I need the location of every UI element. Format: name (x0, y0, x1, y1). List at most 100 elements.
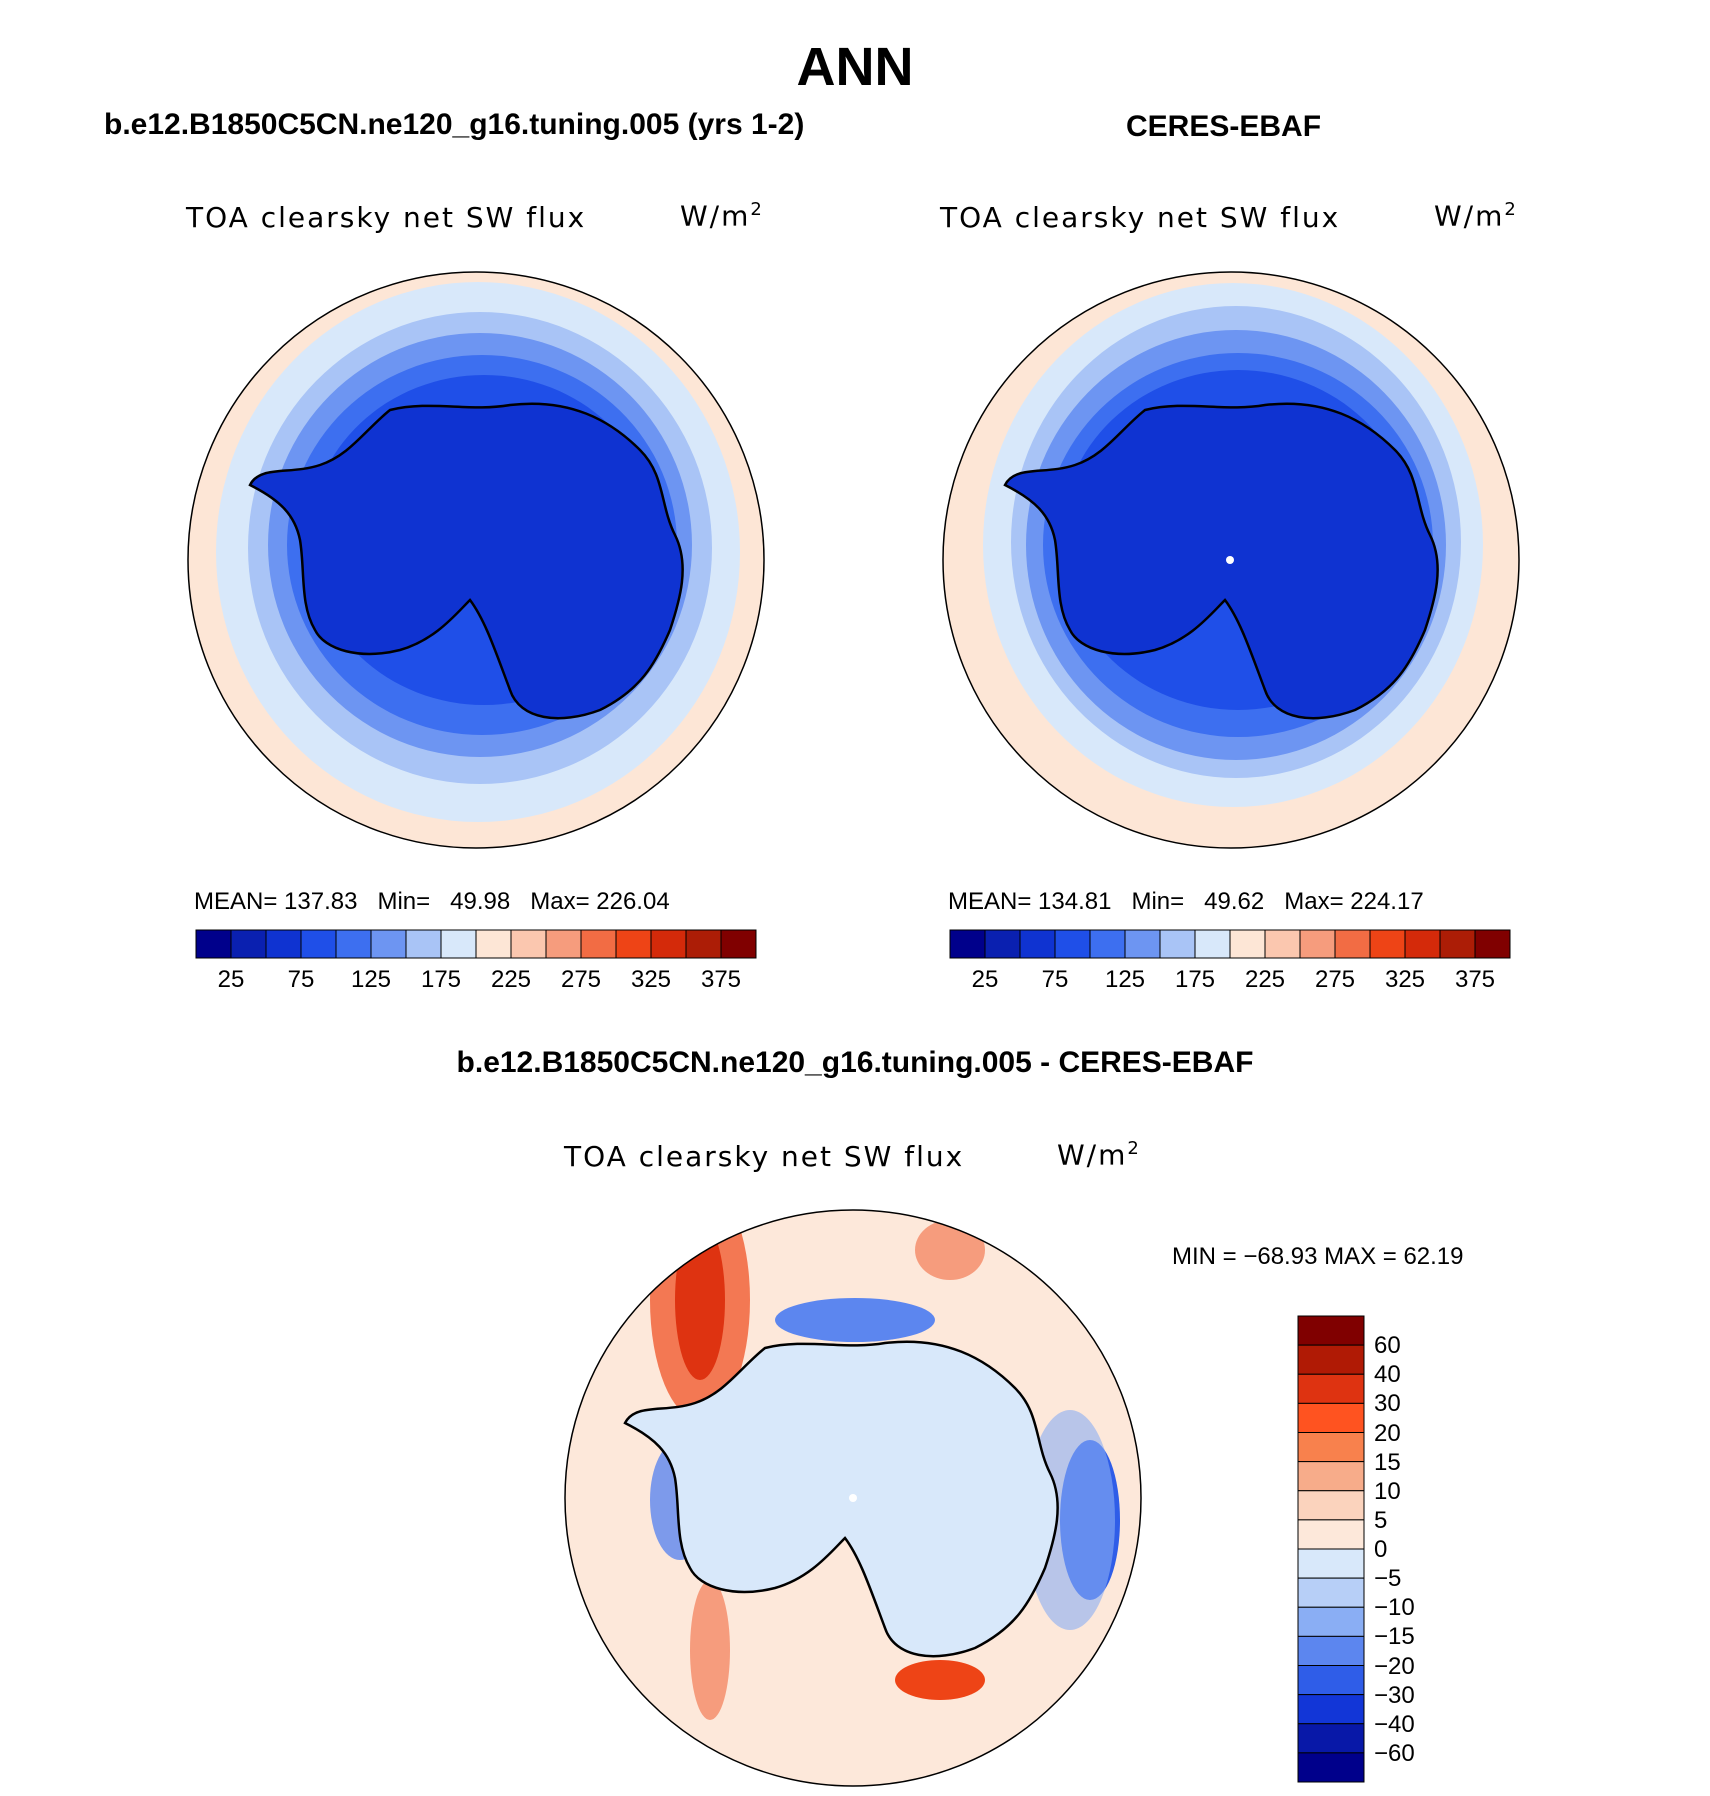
colorbar-swatch (1297, 1373, 1365, 1404)
diff-colorbar (1297, 1315, 1365, 1783)
colorbar-tick-label: 175 (420, 966, 462, 993)
colorbar-swatch (440, 929, 477, 959)
colorbar-swatch (1369, 929, 1406, 959)
colorbar-swatch (1297, 1402, 1365, 1433)
colorbar-tick-label: 325 (630, 966, 672, 993)
model-polar-map (187, 271, 765, 849)
colorbar-swatch (1019, 929, 1056, 959)
colorbar-swatch (1297, 1606, 1365, 1637)
colorbar-tick-label: −60 (1374, 1739, 1415, 1767)
colorbar-tick-label: −20 (1374, 1652, 1415, 1680)
pole-marker-icon (849, 1494, 857, 1502)
model-stats: MEAN= 137.83 Min= 49.98 Max= 226.04 (194, 888, 670, 915)
colorbar-swatch (1194, 929, 1231, 959)
colorbar-tick-label: 125 (350, 966, 392, 993)
colorbar-swatch (1297, 1635, 1365, 1666)
obs-panel-title: CERES-EBAF (1126, 110, 1322, 143)
colorbar-swatch (1297, 1519, 1365, 1550)
colorbar-tick-label: 225 (490, 966, 532, 993)
colorbar-swatch (1334, 929, 1371, 959)
colorbar-swatch (1229, 929, 1266, 959)
colorbar-tick-label: 325 (1384, 966, 1426, 993)
colorbar-swatch (1297, 1461, 1365, 1492)
colorbar-swatch (300, 929, 337, 959)
colorbar-swatch (335, 929, 372, 959)
colorbar-tick-label: −40 (1374, 1710, 1415, 1738)
diff-min-max: MIN = −68.93 MAX = 62.19 (1172, 1243, 1464, 1270)
pole-marker-icon (1226, 556, 1234, 564)
colorbar-swatch (1124, 929, 1161, 959)
colorbar-tick-label: 60 (1374, 1332, 1401, 1360)
colorbar-swatch (510, 929, 547, 959)
colorbar-swatch (949, 929, 986, 959)
model-colorbar (195, 929, 757, 959)
obs-polar-map (942, 271, 1520, 849)
colorbar-tick-label: −5 (1374, 1565, 1402, 1593)
colorbar-tick-label: 75 (1041, 966, 1069, 993)
colorbar-tick-label: 25 (971, 966, 999, 993)
colorbar-swatch (1159, 929, 1196, 959)
colorbar-swatch (1439, 929, 1476, 959)
colorbar-tick-label: 0 (1374, 1536, 1388, 1563)
colorbar-tick-label: 40 (1374, 1361, 1401, 1389)
colorbar-swatch (1404, 929, 1441, 959)
colorbar-swatch (1297, 1344, 1365, 1375)
model-units-label: W/m2 (680, 199, 764, 233)
colorbar-swatch (545, 929, 582, 959)
colorbar-tick-label: 20 (1374, 1419, 1401, 1447)
colorbar-tick-label: 375 (700, 966, 742, 993)
colorbar-tick-label: 15 (1374, 1448, 1401, 1476)
colorbar-swatch (1297, 1665, 1365, 1696)
obs-colorbar (949, 929, 1511, 959)
colorbar-tick-label: 5 (1374, 1506, 1388, 1534)
colorbar-swatch (1297, 1694, 1365, 1725)
model-variable-label: TOA clearsky net SW flux (186, 201, 587, 234)
colorbar-swatch (1474, 929, 1511, 959)
colorbar-tick-label: 30 (1374, 1390, 1401, 1418)
obs-variable-label: TOA clearsky net SW flux (940, 201, 1341, 234)
colorbar-swatch (405, 929, 442, 959)
colorbar-tick-label: −10 (1374, 1594, 1415, 1622)
colorbar-tick-label: 275 (560, 966, 602, 993)
colorbar-tick-label: −30 (1374, 1681, 1415, 1709)
colorbar-tick-label: 25 (217, 966, 245, 993)
colorbar-swatch (230, 929, 267, 959)
diff-panel-title: b.e12.B1850C5CN.ne120_g16.tuning.005 - C… (456, 1046, 1254, 1079)
season-title: ANN (796, 37, 914, 97)
colorbar-tick-label: −15 (1374, 1623, 1415, 1651)
colorbar-tick-label: 275 (1314, 966, 1356, 993)
obs-units-label: W/m2 (1434, 199, 1518, 233)
colorbar-swatch (1297, 1752, 1365, 1783)
colorbar-tick-label: 175 (1174, 966, 1216, 993)
model-panel-title: b.e12.B1850C5CN.ne120_g16.tuning.005 (yr… (104, 108, 805, 141)
colorbar-swatch (1297, 1315, 1365, 1346)
colorbar-swatch (1297, 1432, 1365, 1463)
colorbar-swatch (1297, 1723, 1365, 1754)
colorbar-swatch (1297, 1548, 1365, 1579)
colorbar-swatch (1089, 929, 1126, 959)
colorbar-tick-label: 375 (1454, 966, 1496, 993)
colorbar-swatch (720, 929, 757, 959)
diff-units-label: W/m2 (1057, 1138, 1141, 1172)
colorbar-swatch (685, 929, 722, 959)
colorbar-tick-label: 225 (1244, 966, 1286, 993)
colorbar-swatch (580, 929, 617, 959)
colorbar-swatch (1264, 929, 1301, 959)
colorbar-swatch (1299, 929, 1336, 959)
colorbar-swatch (1297, 1490, 1365, 1521)
colorbar-swatch (650, 929, 687, 959)
colorbar-swatch (265, 929, 302, 959)
colorbar-swatch (984, 929, 1021, 959)
diff-polar-map (564, 1209, 1142, 1787)
colorbar-tick-label: 75 (287, 966, 315, 993)
diff-variable-label: TOA clearsky net SW flux (564, 1140, 965, 1173)
colorbar-swatch (615, 929, 652, 959)
colorbar-tick-label: 125 (1104, 966, 1146, 993)
colorbar-swatch (475, 929, 512, 959)
colorbar-swatch (370, 929, 407, 959)
colorbar-swatch (1054, 929, 1091, 959)
obs-stats: MEAN= 134.81 Min= 49.62 Max= 224.17 (948, 888, 1424, 915)
colorbar-swatch (1297, 1577, 1365, 1608)
colorbar-tick-label: 10 (1374, 1477, 1401, 1505)
